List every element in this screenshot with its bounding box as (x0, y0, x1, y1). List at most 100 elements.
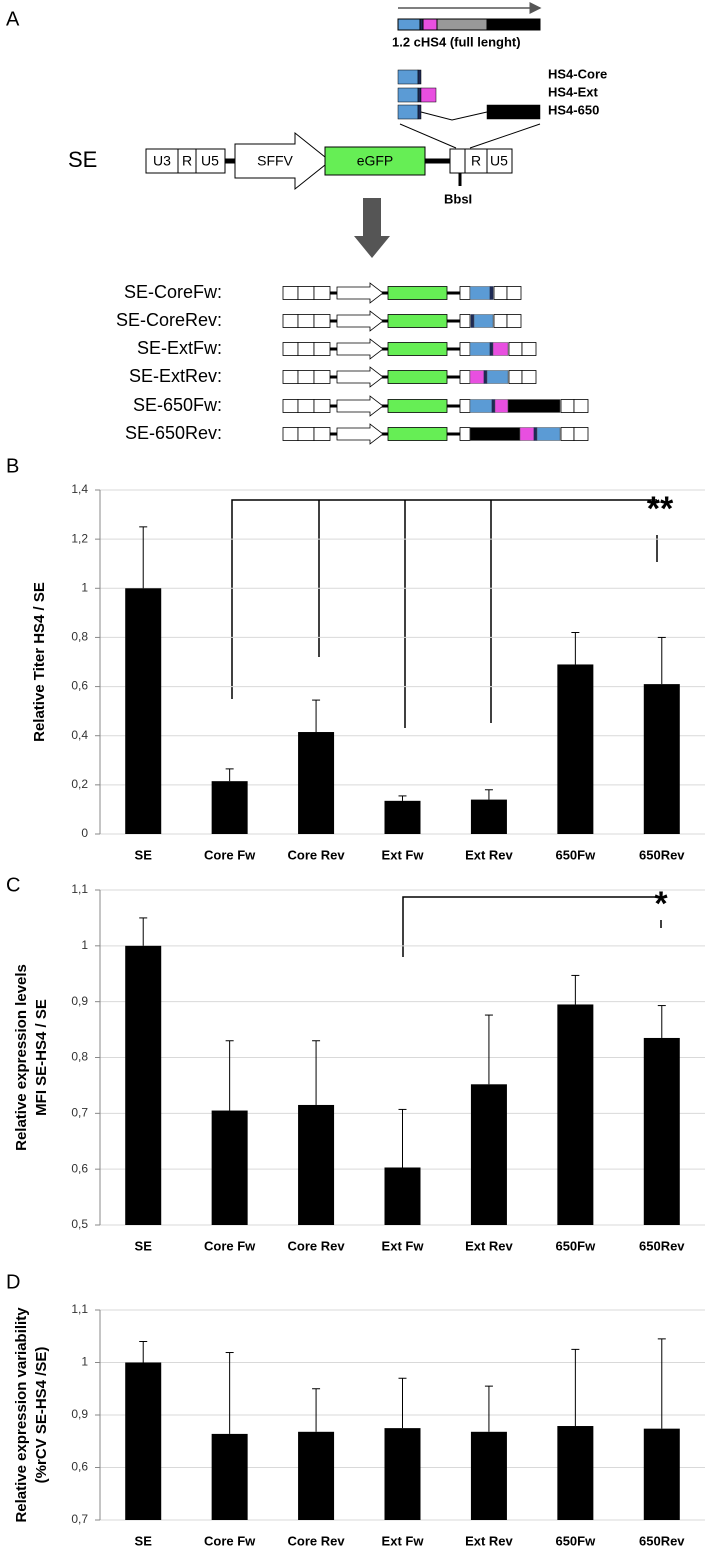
ltr-box (282, 399, 299, 413)
x-tick-label: Ext Fw (382, 1533, 425, 1548)
x-tick-label: Core Rev (288, 1238, 346, 1253)
construct-label: SE-650Rev: (125, 423, 222, 443)
ltr-box (313, 399, 331, 413)
x-tick-label: Ext Rev (465, 1238, 513, 1253)
ltr-box (313, 342, 331, 356)
y-tick-label: 0,4 (71, 728, 88, 742)
x-tick-label: Ext Fw (382, 1238, 425, 1253)
x-tick-label: SE (135, 847, 153, 862)
panel-a: A 1.2 cHS4 (full lenght) HS4-Core HS4-Ex… (6, 2, 607, 445)
y-tick-label: 0,7 (71, 1106, 88, 1120)
ltr-box (521, 370, 537, 384)
bar (384, 800, 421, 834)
y-axis-label: Relative expression levels (13, 964, 30, 1151)
ltr-box (297, 286, 315, 300)
y-tick-label: 1 (81, 580, 88, 594)
insert (469, 370, 485, 384)
x-tick-label: Core Fw (204, 847, 256, 862)
bar (211, 1433, 248, 1520)
fragments (397, 69, 541, 121)
promoter-arrow (336, 395, 384, 417)
y-tick-label: 0,5 (71, 1217, 88, 1231)
ltr-box (313, 370, 331, 384)
y-tick-label: 1,4 (71, 482, 88, 496)
significance-label: ** (647, 490, 674, 528)
insert (492, 342, 509, 356)
y-tick-label: 0,6 (71, 1460, 88, 1474)
y-tick-label: 0,7 (71, 1512, 88, 1526)
ltr-box (297, 342, 315, 356)
bar (643, 684, 680, 834)
constructs: SE-CoreFw: SE-CoreRev: SE-ExtFw: SE-ExtRev:… (116, 282, 589, 445)
down-arrow (354, 198, 390, 258)
site-label: BbsI (444, 191, 472, 206)
insert (483, 370, 488, 384)
ltr-box (459, 314, 471, 328)
y-tick-label: 1,1 (71, 1302, 88, 1316)
x-tick-label: Ext Rev (465, 1533, 513, 1548)
ltr-box (573, 399, 589, 413)
ltr-box (282, 427, 299, 441)
ltr-box (573, 427, 589, 441)
insert-line (469, 123, 541, 149)
fragment-label: HS4-650 (548, 102, 599, 117)
insert-line (399, 123, 457, 149)
x-tick-label: 650Rev (639, 1238, 685, 1253)
ltr-box (508, 342, 523, 356)
insert (489, 286, 494, 300)
ltr-box (459, 342, 471, 356)
ltr-box (506, 314, 522, 328)
y-tick-label: 0 (81, 826, 88, 840)
full-length-bar (397, 18, 541, 31)
bar (643, 1037, 680, 1225)
promoter-arrow (336, 282, 384, 304)
insert (473, 314, 494, 328)
bar (125, 945, 162, 1225)
insert (486, 370, 509, 384)
ltr-box (297, 370, 315, 384)
ltr-box (313, 427, 331, 441)
ltr-box (313, 286, 331, 300)
bar (298, 732, 335, 834)
y-tick-label: 0,8 (71, 630, 88, 644)
part-label: eGFP (357, 153, 394, 169)
y-axis-label: Relative Titer HS4 / SE (31, 582, 48, 742)
insert (469, 427, 521, 441)
gfp-box (387, 286, 448, 300)
panel-label: B (6, 455, 19, 477)
x-tick-label: Core Rev (288, 1533, 346, 1548)
part-label: U3 (153, 153, 171, 169)
promoter-arrow (336, 338, 384, 360)
ltr-box (508, 370, 523, 384)
ltr-box (521, 342, 537, 356)
insert (470, 314, 475, 328)
part-label: R (471, 153, 481, 169)
significance-brackets (231, 499, 662, 957)
x-tick-label: 650Rev (639, 1533, 685, 1548)
x-tick-label: Ext Rev (465, 847, 513, 862)
full-length-label: 1.2 cHS4 (full lenght) (392, 34, 521, 49)
y-tick-label: 1,2 (71, 531, 88, 545)
bar (470, 799, 507, 834)
insert (469, 342, 491, 356)
ltr-box (297, 399, 315, 413)
construct-label: SE-CoreFw: (124, 282, 222, 302)
promoter-arrow (336, 366, 384, 388)
panel-label: C (6, 874, 20, 896)
y-tick-label: 1,1 (71, 882, 88, 896)
x-tick-label: Core Fw (204, 1238, 256, 1253)
insert (536, 427, 561, 441)
bar (643, 1428, 680, 1520)
bar (298, 1431, 335, 1520)
y-tick-label: 0,8 (71, 1050, 88, 1064)
ltr-box (459, 399, 471, 413)
x-tick-label: 650Rev (639, 847, 685, 862)
part-label: U5 (201, 153, 219, 169)
y-tick-label: 0,9 (71, 1407, 88, 1421)
ltr-box (282, 314, 299, 328)
bar (125, 1362, 162, 1520)
bar (298, 1104, 335, 1225)
panel-label: D (6, 1271, 20, 1293)
bar (557, 1426, 594, 1520)
